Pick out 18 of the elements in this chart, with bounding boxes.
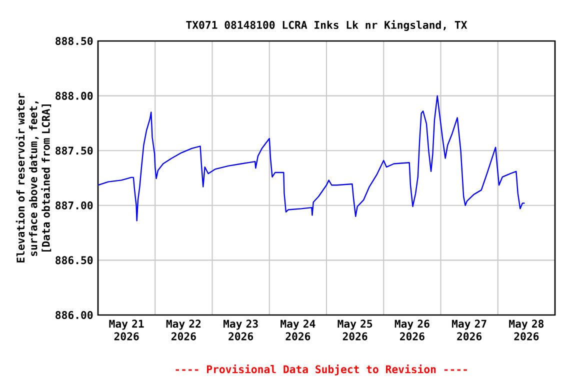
x-tick-label: May 22 2026	[166, 320, 201, 340]
line-series	[98, 95, 526, 222]
x-tick-label: May 27 2026	[452, 320, 486, 340]
y-tick-label: 887.00	[56, 201, 93, 210]
y-tick-label: 887.50	[56, 146, 93, 155]
chart-title: TX071 08148100 LCRA Inks Lk nr Kingsland, TX	[186, 20, 468, 32]
y-axis-title: Elevation of reservoir water surface above datum, feet, [Data obtained from LCRA]	[16, 93, 52, 262]
x-tick-label: May 21 2026	[109, 320, 144, 340]
y-tick-label: 888.00	[56, 92, 93, 100]
x-tick-label: May 28 2026	[509, 320, 544, 340]
text: ---- Provisional Data Subject to Revision ----	[176, 364, 467, 376]
x-tick-label: May 24 2026	[280, 320, 316, 340]
y-tick-label: 888.50	[56, 36, 93, 46]
x-tick-label: May 26 2026	[394, 320, 430, 340]
x-tick-label: May 23 2026	[223, 320, 258, 340]
y-tick-label: 886.50	[56, 256, 93, 264]
x-tick-label: May 25 2026	[338, 320, 372, 340]
y-tick-label: 886.00	[56, 310, 93, 320]
